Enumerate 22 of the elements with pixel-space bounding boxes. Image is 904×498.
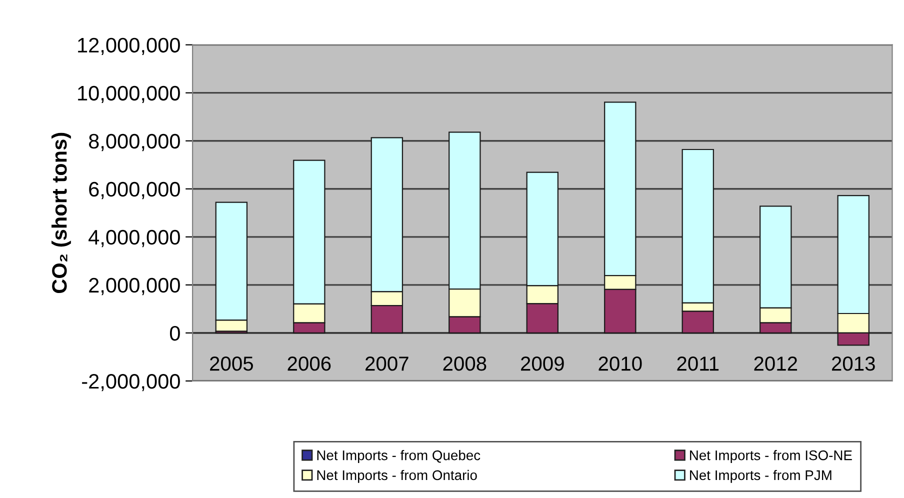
y-tick-label: 6,000,000 <box>89 182 180 200</box>
legend-label: Net Imports - from ISO-NE <box>690 450 852 463</box>
x-tick-label: 2008 <box>443 356 486 371</box>
x-tick-label: 2009 <box>521 356 564 371</box>
y-tick-label: -2,000,000 <box>82 374 180 392</box>
y-tick-label: 0 <box>170 326 180 341</box>
y-tick-label: 12,000,000 <box>78 38 180 56</box>
x-tick-label: 2005 <box>210 356 253 371</box>
y-tick-label: 2,000,000 <box>89 278 180 296</box>
y-tick-label: 4,000,000 <box>88 230 180 248</box>
y-tick-label: 10,000,000 <box>78 86 180 104</box>
x-tick-label: 2011 <box>677 356 719 371</box>
y-tick-label: 8,000,000 <box>88 134 180 152</box>
legend-label: Net Imports - from Ontario <box>317 470 477 483</box>
x-tick-label: 2013 <box>832 356 875 371</box>
x-tick-label: 2006 <box>288 356 331 371</box>
legend-label: Net Imports - from Quebec <box>317 450 480 463</box>
legend-label: Net Imports - from PJM <box>690 470 832 483</box>
x-tick-label: 2012 <box>754 356 798 371</box>
x-tick-label: 2010 <box>598 356 642 371</box>
y-axis-title: CO₂ (short tons) <box>52 132 71 294</box>
x-tick-label: 2007 <box>366 356 408 371</box>
